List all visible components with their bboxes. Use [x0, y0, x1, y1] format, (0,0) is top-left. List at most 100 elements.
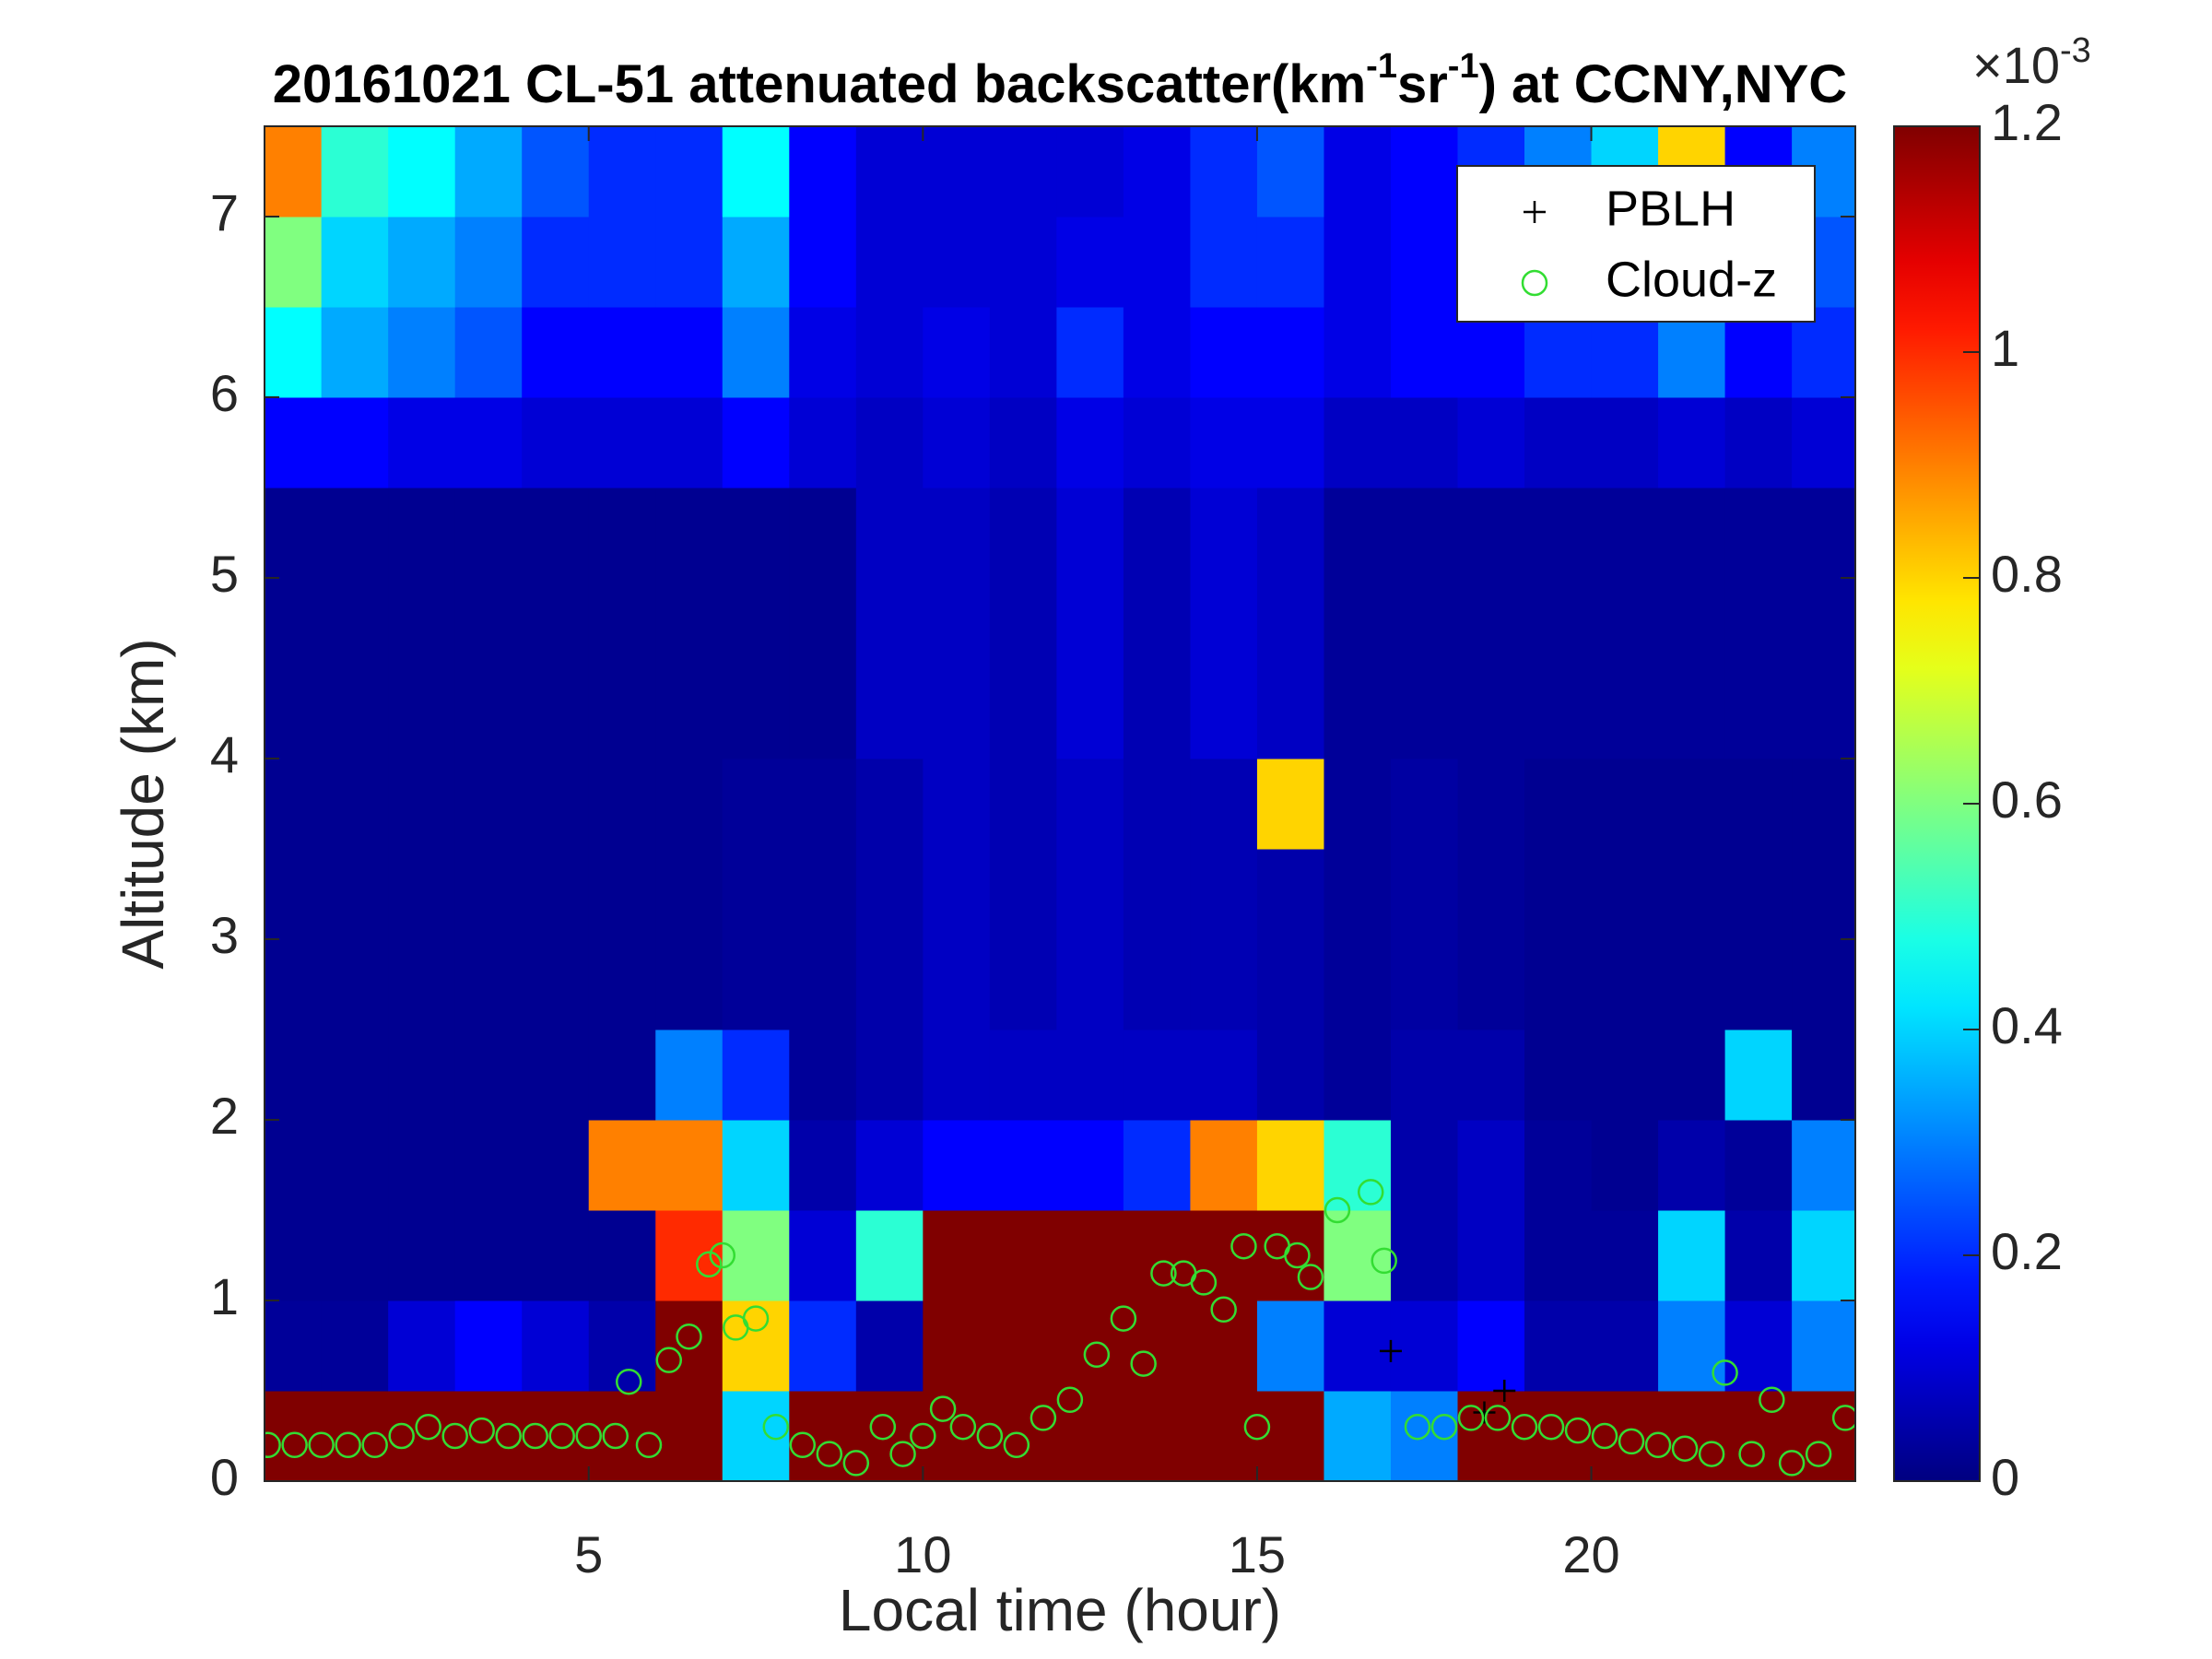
cloud-point — [1003, 1431, 1030, 1459]
heat-cell — [522, 488, 590, 579]
heat-cell — [265, 126, 323, 218]
heat-cell — [789, 668, 857, 759]
heat-cell — [923, 126, 991, 218]
y-tick-label: 4 — [210, 725, 239, 783]
cloud-point — [655, 1347, 683, 1373]
y-tick-label: 0 — [210, 1448, 239, 1506]
cloud-point — [1190, 1269, 1218, 1296]
cloud-point — [1324, 1196, 1351, 1224]
heat-cell — [1658, 488, 1726, 579]
heat-cell — [1324, 1300, 1392, 1392]
heat-cell — [522, 126, 590, 218]
heat-cell — [265, 1030, 323, 1121]
heat-cell — [1324, 849, 1392, 940]
heat-cell — [722, 1391, 790, 1481]
heat-cell — [989, 307, 1057, 398]
heat-cell — [989, 397, 1057, 488]
heat-cell — [1190, 307, 1258, 398]
heat-cell — [1123, 1391, 1191, 1481]
heat-cell — [1524, 759, 1593, 850]
heat-cell — [522, 397, 590, 488]
heat-cell — [454, 397, 523, 488]
heat-cell — [1724, 939, 1793, 1030]
heat-cell — [1591, 668, 1659, 759]
heat-cell — [789, 217, 857, 308]
heat-cell — [388, 578, 456, 669]
heat-cell — [388, 1120, 456, 1211]
colorbar-tick-label: 0.4 — [1991, 996, 2063, 1054]
heat-cell — [321, 1210, 389, 1301]
heat-cell — [1056, 217, 1124, 308]
overlay — [265, 1179, 1855, 1477]
cloud-point — [615, 1368, 642, 1395]
cloud-point — [949, 1413, 977, 1441]
heat-cell — [265, 939, 323, 1030]
heat-cell — [923, 397, 991, 488]
heat-cell — [789, 849, 857, 940]
heat-cell — [1390, 307, 1458, 398]
legend-box — [1456, 165, 1816, 323]
cloud-point — [468, 1417, 495, 1444]
heat-cell — [1457, 759, 1525, 850]
cloud-point — [1243, 1413, 1271, 1441]
heat-cell — [789, 1391, 857, 1481]
cloud-point — [1778, 1450, 1806, 1477]
heat-cell — [789, 1300, 857, 1392]
heat-cell — [1724, 668, 1793, 759]
heat-cell — [454, 668, 523, 759]
cloud-point — [889, 1441, 916, 1467]
heat-cell — [1390, 1210, 1458, 1301]
cloud-point — [1357, 1179, 1384, 1206]
heat-cell — [1056, 849, 1124, 940]
heat-cell — [1457, 1391, 1525, 1481]
heat-cell — [655, 307, 724, 398]
heat-cell — [1123, 217, 1191, 308]
heat-cell — [321, 1300, 389, 1392]
heat-cell — [655, 578, 724, 669]
heat-cell — [1591, 1300, 1659, 1392]
heat-cell — [1123, 1210, 1191, 1301]
heat-cell — [855, 1120, 924, 1211]
heat-cell — [588, 939, 656, 1030]
heat-cell — [321, 668, 389, 759]
colorbar-multiplier: ×10-3 — [1972, 31, 2091, 94]
heat-cell — [454, 1391, 523, 1481]
cloud-point — [1210, 1296, 1237, 1324]
heat-cell — [923, 1030, 991, 1121]
cloud-point — [1831, 1405, 1855, 1431]
y-axis-label: Altitude (km) — [110, 638, 176, 969]
heat-cell — [722, 578, 790, 669]
heat-cell — [1123, 397, 1191, 488]
cloud-point — [1130, 1350, 1157, 1377]
heat-cell — [923, 1120, 991, 1211]
heat-cell — [1658, 939, 1726, 1030]
heat-cell — [789, 1030, 857, 1121]
heat-cell — [1390, 578, 1458, 669]
cloud-point — [929, 1395, 957, 1422]
heat-cell — [1724, 1120, 1793, 1211]
heat-cell — [1724, 759, 1793, 850]
heat-cell — [1390, 759, 1458, 850]
heat-cell — [1591, 578, 1659, 669]
heat-cell — [265, 668, 323, 759]
cloud-point — [575, 1422, 602, 1450]
heat-cell — [588, 1300, 656, 1392]
heat-cell — [1390, 217, 1458, 308]
heat-cell — [1324, 307, 1392, 398]
heat-cell — [1524, 1210, 1593, 1301]
heat-cell — [1256, 126, 1324, 218]
heat-cell — [522, 849, 590, 940]
heat-cell — [722, 849, 790, 940]
cloud-point — [1618, 1428, 1645, 1455]
heat-cell — [989, 1120, 1057, 1211]
heat-cell — [722, 397, 790, 488]
heat-cell — [1324, 939, 1392, 1030]
heat-cell — [722, 126, 790, 218]
heat-cell — [1324, 759, 1392, 850]
heat-cell — [989, 1300, 1057, 1392]
y-tick-label: 5 — [210, 545, 239, 603]
cloud-point — [548, 1422, 575, 1450]
heat-cell — [1190, 759, 1258, 850]
heat-cell — [989, 1030, 1057, 1121]
cloud-point — [441, 1422, 468, 1450]
